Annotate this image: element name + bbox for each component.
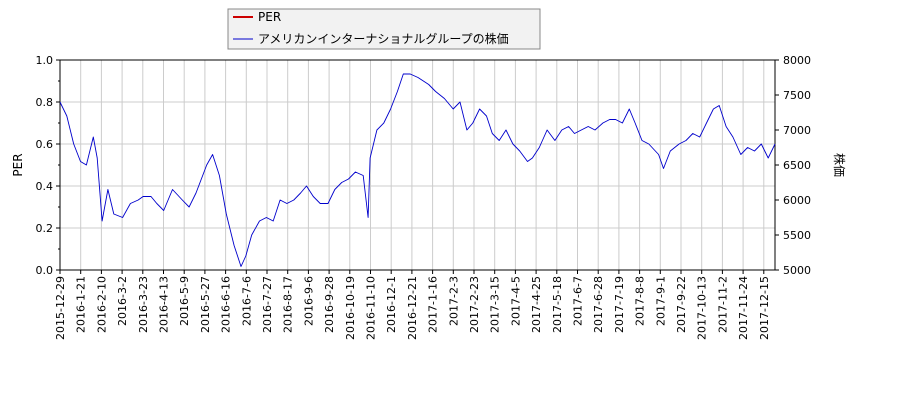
x-tick-label: 2015-12-29 <box>54 276 67 340</box>
x-tick-label: 2016-3-2 <box>116 276 129 326</box>
x-tick-label: 2016-4-13 <box>158 276 171 333</box>
series-layer <box>59 73 776 267</box>
grid <box>60 60 775 270</box>
x-tick-label: 2017-4-25 <box>530 276 543 333</box>
plot-frame <box>59 59 776 271</box>
x-tick-label: 2017-3-15 <box>489 276 502 333</box>
right-tick-label: 5500 <box>783 229 811 242</box>
right-tick-label: 6000 <box>783 194 811 207</box>
y-right-axis-title: 株価 <box>832 153 847 177</box>
x-tick-label: 2016-5-9 <box>178 276 191 326</box>
x-tick-label: 2017-11-2 <box>716 276 729 333</box>
x-tick-label: 2017-2-23 <box>468 276 481 333</box>
right-tick-label: 6500 <box>783 159 811 172</box>
y-left-axis-title: PER <box>11 153 25 176</box>
x-tick-label: 2016-9-28 <box>323 276 336 333</box>
right-tick-label: 7500 <box>783 89 811 102</box>
x-tick-label: 2017-9-22 <box>675 276 688 333</box>
x-tick-label: 2016-5-27 <box>199 276 212 333</box>
x-tick-label: 2016-3-23 <box>137 276 150 333</box>
left-tick-label: 1.0 <box>36 54 54 67</box>
right-axis: 5000 5500 6000 6500 7000 7500 8000 <box>775 54 811 277</box>
left-axis: 0.0 0.2 0.4 0.6 0.8 1.0 <box>36 54 60 277</box>
x-tick-label: 2016-10-19 <box>344 276 357 340</box>
legend-label-per: PER <box>258 10 281 24</box>
x-tick-label: 2016-2-10 <box>95 276 108 333</box>
left-tick-label: 0.6 <box>36 138 54 151</box>
left-tick-label: 0.4 <box>36 180 54 193</box>
left-tick-label: 0.2 <box>36 222 54 235</box>
x-tick-label: 2016-12-21 <box>406 276 419 340</box>
x-tick-label: 2017-9-1 <box>654 276 667 326</box>
x-tick-label: 2017-12-15 <box>758 276 771 340</box>
series-line-price <box>59 73 776 267</box>
x-tick-label: 2017-11-24 <box>737 276 750 340</box>
x-tick-label: 2017-1-16 <box>427 276 440 333</box>
x-tick-label: 2016-6-16 <box>220 276 233 333</box>
x-tick-label: 2017-8-8 <box>634 276 647 326</box>
x-tick-label: 2016-7-6 <box>240 276 253 326</box>
left-tick-label: 0.8 <box>36 96 54 109</box>
x-tick-label: 2017-6-28 <box>592 276 605 333</box>
right-tick-label: 5000 <box>783 264 811 277</box>
left-tick-label: 0.0 <box>36 264 54 277</box>
x-tick-label: 2017-2-3 <box>447 276 460 326</box>
x-tick-label: 2016-11-10 <box>365 276 378 340</box>
legend: PER アメリカンインターナショナルグループの株価 <box>227 8 541 50</box>
x-tick-label: 2016-12-1 <box>385 276 398 333</box>
x-tick-label: 2017-6-7 <box>572 276 585 326</box>
x-tick-label: 2016-9-6 <box>302 276 315 326</box>
x-tick-label: 2017-7-19 <box>613 276 626 333</box>
right-tick-label: 7000 <box>783 124 811 137</box>
x-axis: 2015-12-29 2016-1-21 2016-2-10 2016-3-2 2016… <box>54 270 771 340</box>
right-tick-label: 8000 <box>783 54 811 67</box>
legend-label-price: アメリカンインターナショナルグループの株価 <box>258 31 509 46</box>
x-tick-label: 2016-1-21 <box>75 276 88 333</box>
x-tick-label: 2016-8-17 <box>282 276 295 333</box>
x-tick-label: 2017-4-5 <box>509 276 522 326</box>
x-tick-label: 2017-5-18 <box>551 276 564 333</box>
legend-box <box>227 8 541 50</box>
x-tick-label: 2016-7-27 <box>261 276 274 333</box>
x-tick-label: 2017-10-13 <box>696 276 709 340</box>
